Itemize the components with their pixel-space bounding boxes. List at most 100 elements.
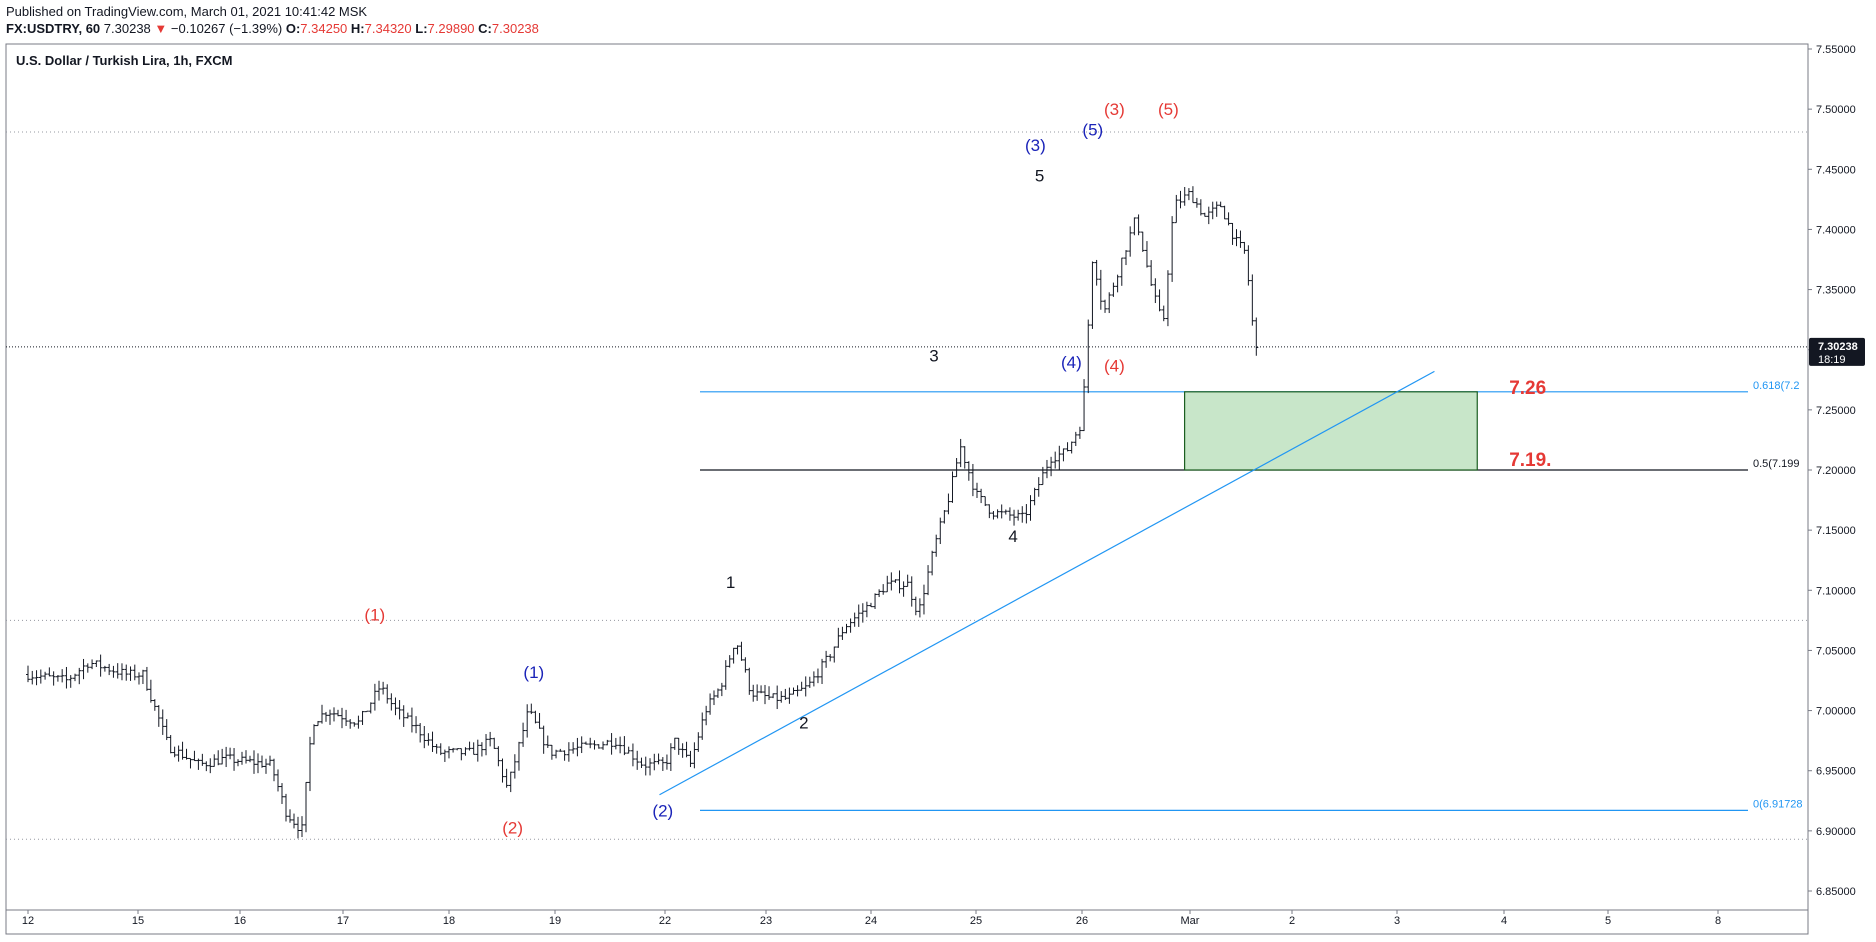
price-bar [259,755,264,768]
price-bar [545,735,550,748]
time-tick-label: 8 [1715,915,1721,927]
price-bar [152,699,157,711]
price-bar [787,687,792,704]
price-bar [942,510,947,524]
price-bar [1161,305,1166,322]
price-tick-label: 6.95000 [1816,766,1856,778]
price-bar [344,709,349,726]
price-bar [995,509,1000,519]
price-bar [356,715,361,729]
price-bar [562,750,567,761]
trendline[interactable] [659,370,1435,796]
price-bar [1149,260,1154,286]
price-bar [660,757,665,771]
price-bar [1132,217,1137,236]
price-bar [727,655,732,668]
time-tick-label: 25 [970,915,982,927]
price-bar [1174,194,1179,224]
price-bar [255,753,260,774]
price-bar [639,757,644,768]
price-bar [479,742,484,757]
price-bar [889,572,894,591]
price-bar [364,710,369,713]
fib-level-label: 0(6.91728 [1753,798,1803,810]
price-bar [917,598,922,618]
price-bar [1144,241,1149,268]
price-bar [1094,259,1099,286]
price-bar [700,712,705,740]
price-bar [1024,504,1029,524]
price-bar [525,704,530,738]
elliott-wave-label: (5) [1082,121,1103,140]
price-bar [680,743,685,758]
price-bar [1206,206,1211,225]
price-bar [1053,451,1058,469]
price-bar [958,438,963,468]
price-bar [719,682,724,697]
price-bar [216,750,221,766]
price-bar [243,750,248,764]
price-bar [966,461,971,481]
price-bar [251,750,256,774]
price-bar [372,683,377,711]
price-bar [1119,257,1124,286]
price-bar [934,534,939,557]
time-tick-label: 23 [760,915,772,927]
price-bar [331,707,336,722]
price-bar [575,737,580,757]
price-bar [930,550,935,576]
price-bar [327,709,332,725]
price-bar [496,746,501,767]
price-bar [735,645,740,655]
price-bar [81,658,86,680]
price-tick-label: 7.05000 [1816,645,1856,657]
symbol-label: FX:USDTRY, 60 [6,21,101,36]
price-bar [236,759,241,767]
price-bar [954,458,959,478]
price-bar [848,618,853,633]
target-zone[interactable]: 7.26 7.19. [1183,378,1552,471]
target-zone-box[interactable] [1183,391,1478,471]
price-bar [64,666,69,689]
price-bar [34,670,39,686]
price-tick-label: 7.35000 [1816,285,1856,297]
price-bar [811,671,816,687]
price-bar [409,707,414,733]
price-bar [1069,441,1074,454]
price-bar [335,709,340,717]
price-bar [500,758,505,783]
price-bar [1218,201,1223,208]
price-bar [279,783,284,804]
high-value: 7.34320 [364,21,412,36]
price-bar [85,663,90,673]
time-tick-label: 26 [1076,915,1088,927]
price-bar [168,735,173,754]
price-bar [885,575,890,593]
price-bar [877,589,882,598]
price-bar [263,758,268,774]
price-bar [676,737,681,755]
price-bar [739,641,744,661]
price-bar [836,627,841,648]
price-bar [926,565,931,596]
price-bar [962,446,967,469]
current-price-box [1809,337,1865,366]
price-bar [311,724,316,745]
price-bar [881,584,886,595]
price-bar [1165,270,1170,327]
open-label: O: [285,21,301,36]
low-value: 7.29890 [427,21,475,36]
support-trendline[interactable] [659,370,1435,796]
time-axis[interactable]: 12 15 16 17 18 19 22 23 24 25 26 Mar 2 3 4 5 8 [22,910,1721,927]
price-bar [1157,289,1162,312]
high-label: H: [350,21,365,36]
price-bar [1246,245,1251,286]
price-axis[interactable]: 7.550007.500007.450007.400007.350007.300… [1808,44,1856,898]
price-tick-label: 7.15000 [1816,525,1856,537]
price-bar [708,693,713,715]
price-change: −0.10267 (−1.39%) [170,21,283,36]
price-bar [102,665,107,672]
open-value: 7.34250 [300,21,348,36]
price-bar [368,702,373,714]
